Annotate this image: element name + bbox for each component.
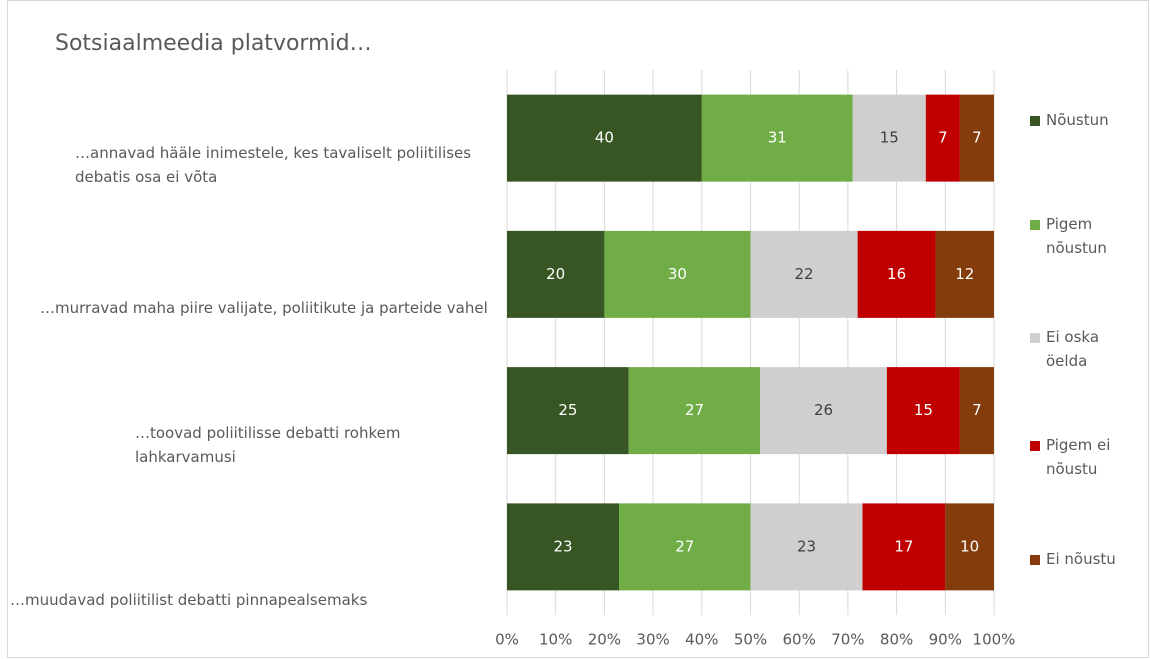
data-label: 30: [668, 265, 687, 283]
bar-segment: [935, 230, 994, 318]
legend-label: Pigem ei nõustu: [1046, 436, 1111, 478]
bar-segment: [750, 503, 863, 591]
bar-segment: [628, 367, 761, 455]
x-tick-label: 0%: [495, 631, 519, 649]
legend-swatch: [1030, 220, 1040, 230]
bar-segment: [959, 367, 994, 455]
bar-segment: [857, 230, 936, 318]
legend-swatch: [1030, 333, 1040, 343]
bar-segment: [852, 94, 926, 182]
data-label: 17: [894, 537, 913, 555]
x-tick-label: 70%: [831, 631, 864, 649]
x-tick-label: 90%: [929, 631, 962, 649]
legend-label: Ei oska öelda: [1046, 328, 1100, 370]
data-label: 12: [955, 265, 974, 283]
bar-segment: [959, 94, 994, 182]
x-tick-label: 30%: [636, 631, 669, 649]
legend-swatch: [1030, 555, 1040, 565]
data-label: 16: [887, 265, 906, 283]
bar-segment: [945, 503, 994, 591]
x-tick-label: 20%: [588, 631, 621, 649]
chart-border: [7, 0, 1149, 658]
legend-label: Nõustun: [1046, 111, 1109, 129]
bar-segment: [507, 230, 605, 318]
data-label: 26: [814, 401, 833, 419]
x-tick-label: 60%: [783, 631, 816, 649]
bar-segment: [507, 94, 702, 182]
data-label: 27: [685, 401, 704, 419]
legend-swatch: [1030, 116, 1040, 126]
legend-label: Pigem nõustun: [1046, 215, 1107, 257]
x-tick-label: 10%: [539, 631, 572, 649]
bar-segment: [507, 503, 620, 591]
category-label: …toovad poliitilisse debatti rohkem lahk…: [135, 424, 401, 466]
bar-segment: [760, 367, 887, 455]
bar-segment: [886, 367, 960, 455]
data-label: 20: [546, 265, 565, 283]
legend-swatch: [1030, 441, 1040, 451]
data-label: 40: [595, 129, 614, 147]
data-label: 10: [960, 537, 979, 555]
data-label: 27: [675, 537, 694, 555]
bar-segment: [507, 367, 629, 455]
data-label: 23: [553, 537, 572, 555]
category-label: …annavad hääle inimestele, kes tavalisel…: [75, 144, 472, 186]
data-label: 7: [972, 401, 982, 419]
data-label: 15: [880, 129, 899, 147]
data-label: 25: [558, 401, 577, 419]
category-label: …muudavad poliitilist debatti pinnapeals…: [10, 591, 368, 609]
data-label: 7: [972, 129, 982, 147]
data-label: 15: [914, 401, 933, 419]
chart-title: Sotsiaalmeedia platvormid…: [55, 31, 372, 56]
bar-segment: [862, 503, 946, 591]
data-label: 22: [795, 265, 814, 283]
bar-segment: [604, 230, 751, 318]
data-label: 23: [797, 537, 816, 555]
data-label: 31: [768, 129, 787, 147]
x-tick-label: 100%: [973, 631, 1016, 649]
legend-label: Ei nõustu: [1046, 550, 1116, 568]
bar-segment: [701, 94, 853, 182]
category-label: …murravad maha piire valijate, poliitiku…: [40, 299, 488, 317]
x-tick-label: 50%: [734, 631, 767, 649]
x-tick-label: 40%: [685, 631, 718, 649]
data-label: 7: [938, 129, 948, 147]
x-tick-label: 80%: [880, 631, 913, 649]
bar-segment: [750, 230, 858, 318]
bar-segment: [925, 94, 960, 182]
bar-segment: [619, 503, 751, 591]
